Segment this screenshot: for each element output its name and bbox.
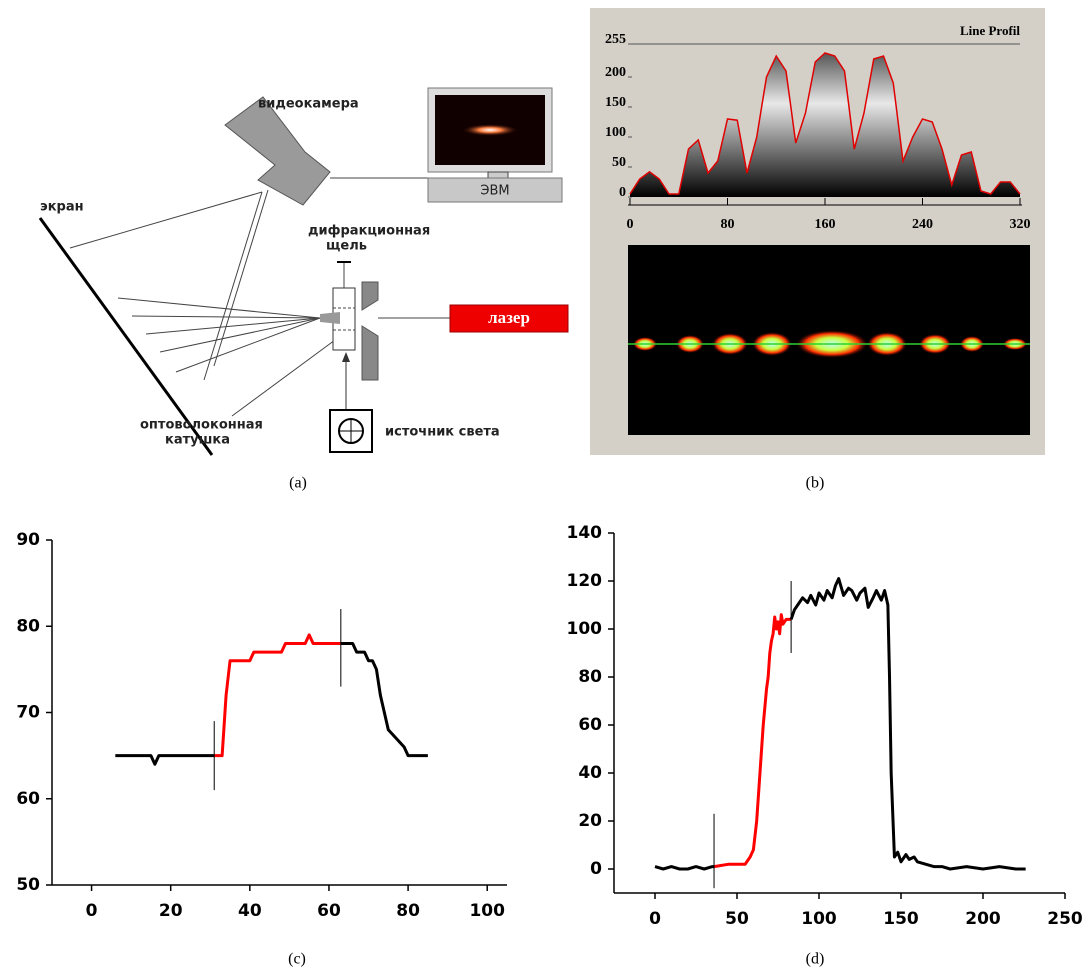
x-tick-label: 40: [238, 901, 262, 921]
y-tick-label: 100: [567, 619, 603, 639]
x-tick-label: 100: [469, 901, 505, 921]
line: [629, 52, 1021, 195]
y-tick-label: 150: [605, 95, 626, 110]
label: катушка: [165, 433, 230, 448]
x-tick-label: 150: [883, 909, 919, 929]
line: [340, 642, 428, 758]
y-tick-label: 90: [16, 530, 40, 550]
x-tick-label: 200: [965, 909, 1001, 929]
label: щель: [326, 239, 367, 254]
computer: [427, 177, 563, 203]
x-tick-label: 0: [649, 909, 661, 929]
laser: [449, 304, 569, 333]
y-tick-label: 80: [16, 616, 40, 636]
label: экран: [40, 200, 84, 215]
caption: (b): [806, 475, 825, 492]
setup-diagram: [38, 87, 569, 456]
y-tick-label: 60: [578, 715, 602, 735]
camera-image: [628, 245, 1030, 435]
y-tick-label: 50: [16, 875, 40, 895]
y-tick-label: 40: [578, 763, 602, 783]
label: видеокамера: [258, 97, 359, 112]
y-tick-label: 0: [619, 185, 626, 200]
y-tick-label: 20: [578, 811, 602, 831]
caption: (a): [289, 475, 307, 492]
line: [115, 754, 215, 766]
chart-title: Line Profil: [960, 23, 1020, 38]
y-tick-label: 0: [590, 859, 602, 879]
x-tick-label: 100: [801, 909, 837, 929]
label: ЭВМ: [480, 184, 509, 199]
y-tick-label: 200: [605, 65, 626, 80]
label: источник света: [385, 425, 500, 440]
rays: [69, 177, 450, 417]
caption: (d): [806, 951, 825, 968]
line: [654, 865, 715, 871]
x-tick-label: 0: [627, 217, 634, 232]
y-tick-label: 80: [578, 667, 602, 687]
y-tick-label: 255: [605, 32, 626, 47]
y-tick-label: 60: [16, 789, 40, 809]
label: дифракционная: [308, 224, 430, 239]
x-tick-label: 240: [912, 217, 933, 232]
line: [214, 633, 341, 758]
y-tick-label: 140: [567, 523, 603, 543]
label: оптоволоконная: [140, 418, 263, 433]
y-tick-label: 120: [567, 571, 603, 591]
y-tick-label: 100: [605, 125, 626, 140]
x-tick-label: 20: [159, 901, 183, 921]
area: [630, 53, 1020, 197]
x-tick-label: 60: [317, 901, 341, 921]
label: лазер: [488, 308, 530, 327]
line: [789, 577, 1026, 871]
x-tick-label: 320: [1010, 217, 1031, 232]
x-tick-label: 0: [86, 901, 98, 921]
x-tick-label: 50: [725, 909, 749, 929]
screen: [38, 217, 214, 456]
x-tick-label: 160: [815, 217, 836, 232]
y-tick-label: 70: [16, 703, 40, 723]
caption: (c): [288, 951, 306, 968]
x-tick-label: 80: [721, 217, 735, 232]
x-tick-label: 250: [1047, 909, 1083, 929]
slit: [361, 281, 379, 311]
camera: [224, 96, 331, 206]
x-tick-label: 80: [396, 901, 420, 921]
line: [713, 613, 792, 869]
y-tick-label: 50: [612, 155, 626, 170]
